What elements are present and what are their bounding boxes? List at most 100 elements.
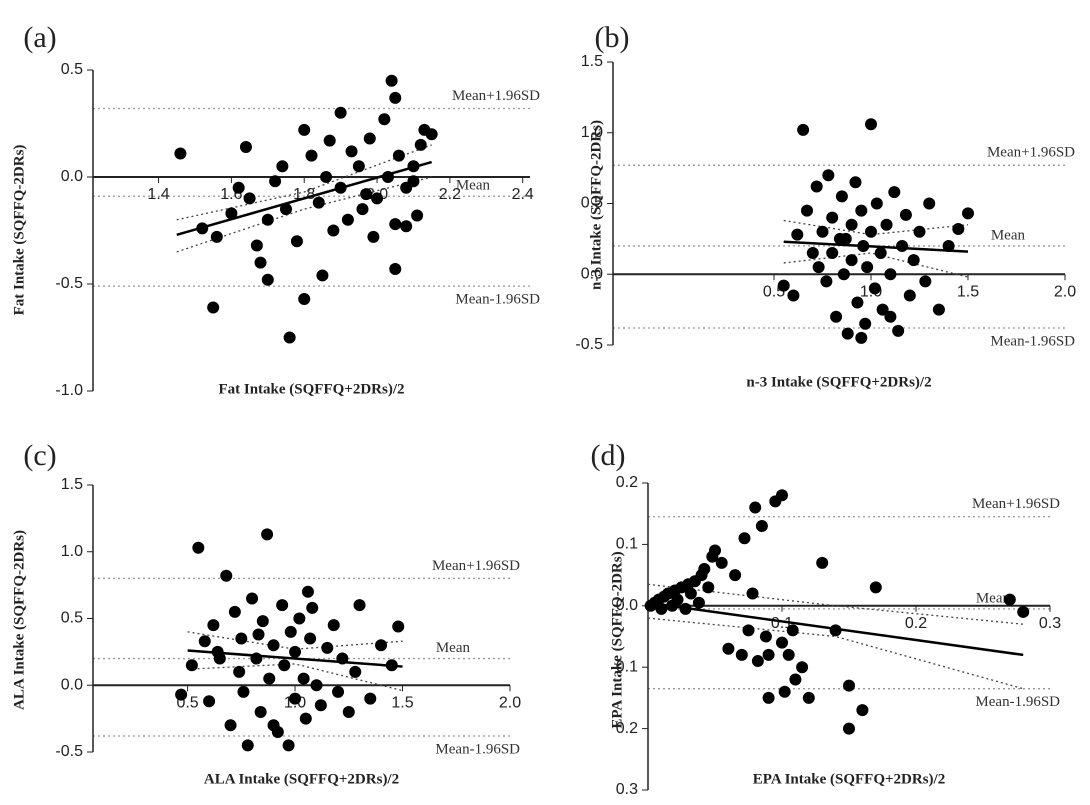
data-point <box>869 581 882 594</box>
data-point <box>899 208 912 221</box>
regression-line <box>176 160 433 236</box>
x-tick-label: 0.2 <box>905 615 927 632</box>
data-point <box>791 228 804 241</box>
y-tick-label: 1.5 <box>581 53 603 70</box>
data-point <box>418 123 431 136</box>
data-point <box>298 292 311 305</box>
data-point <box>235 632 248 645</box>
data-point <box>414 138 427 151</box>
data-point <box>320 171 333 183</box>
data-point <box>349 665 362 678</box>
limit-label: Mean+1.96SD <box>987 145 1075 161</box>
data-point <box>746 587 759 600</box>
data-point <box>923 197 936 210</box>
data-point <box>224 719 237 732</box>
y-tick-label: -0.5 <box>55 275 83 292</box>
data-point <box>810 180 823 193</box>
data-point <box>876 303 889 316</box>
data-point <box>789 673 802 686</box>
data-point <box>232 181 245 194</box>
data-point <box>786 624 799 637</box>
y-axis-label: EPA Intake (SQFFQ-2DRs) <box>609 551 625 728</box>
regression-line <box>647 601 1024 657</box>
data-point <box>796 661 809 674</box>
data-point <box>874 247 887 260</box>
data-point <box>392 620 405 633</box>
data-point <box>389 91 402 104</box>
data-point <box>816 225 829 238</box>
y-axis-label: ALA Intake (SQFFQ-2DRs) <box>11 530 27 710</box>
data-point <box>907 254 920 267</box>
data-point <box>367 230 380 243</box>
data-point <box>282 739 295 752</box>
data-point <box>375 639 388 652</box>
data-point <box>342 705 355 718</box>
data-point <box>293 612 306 625</box>
data-point <box>389 263 402 276</box>
data-point <box>919 275 932 288</box>
y-tick-label: 0.5 <box>61 610 83 627</box>
data-point <box>276 599 289 612</box>
y-tick-label: -1.0 <box>55 382 83 399</box>
y-tick-label: 0.5 <box>581 195 603 212</box>
data-point <box>896 239 909 252</box>
data-point <box>880 218 893 231</box>
y-tick-label: 0.2 <box>616 720 638 737</box>
limit-label: Mean+1.96SD <box>452 88 540 104</box>
x-tick-label: 2.0 <box>499 694 521 711</box>
data-point <box>742 624 755 637</box>
data-point <box>411 209 424 222</box>
data-point <box>356 203 369 216</box>
data-point <box>321 641 334 654</box>
data-point <box>903 289 916 302</box>
data-point <box>269 175 282 188</box>
data-point <box>962 207 975 220</box>
data-point <box>800 204 813 217</box>
limit-label: Mean <box>436 640 471 656</box>
data-point <box>692 596 705 609</box>
data-point <box>353 599 366 612</box>
data-point <box>267 719 280 732</box>
y-tick-label: -0.5 <box>575 336 603 353</box>
data-point <box>389 218 402 231</box>
data-point <box>304 632 317 645</box>
limit-label: Mean-1.96SD <box>435 741 520 757</box>
data-point <box>400 220 413 233</box>
data-point <box>802 691 815 704</box>
y-tick-label: 0.0 <box>61 168 83 185</box>
data-point <box>787 289 800 302</box>
limit-label: Mean+1.96SD <box>432 558 520 574</box>
data-point <box>777 279 790 292</box>
data-point <box>843 679 855 692</box>
data-point <box>276 160 289 173</box>
data-point <box>709 544 721 557</box>
data-point <box>299 712 312 725</box>
x-tick-label: 1.5 <box>391 694 413 711</box>
data-point <box>237 685 250 698</box>
data-point <box>776 489 788 502</box>
limit-label: Mean-1.96SD <box>975 694 1060 710</box>
data-point <box>323 134 336 147</box>
data-point <box>220 569 233 582</box>
data-point <box>392 149 405 162</box>
y-axis-label: n-3 Intake (SQFFQ-2DRs) <box>588 120 604 290</box>
data-point <box>203 695 216 708</box>
data-point <box>290 235 303 248</box>
x-axis-label: EPA Intake (SQFFQ+2DRs)/2 <box>753 771 945 787</box>
data-point <box>892 324 905 337</box>
x-tick-label: 2.0 <box>1054 283 1076 300</box>
data-point <box>207 619 220 632</box>
data-point <box>855 331 868 344</box>
data-point <box>816 556 829 569</box>
data-point <box>820 275 833 288</box>
data-point <box>861 261 874 274</box>
data-point <box>228 605 241 618</box>
data-point <box>378 113 391 126</box>
data-point <box>942 239 955 252</box>
y-axis-label: Fat Intake (SQFFQ-2DRs) <box>11 145 27 316</box>
limit-label: Mean <box>976 590 1011 606</box>
y-tick-label: 0.0 <box>581 265 603 282</box>
x-tick-label: 2.2 <box>439 186 461 203</box>
x-axis-label: ALA Intake (SQFFQ+2DRs)/2 <box>204 771 399 787</box>
data-point <box>289 692 302 705</box>
